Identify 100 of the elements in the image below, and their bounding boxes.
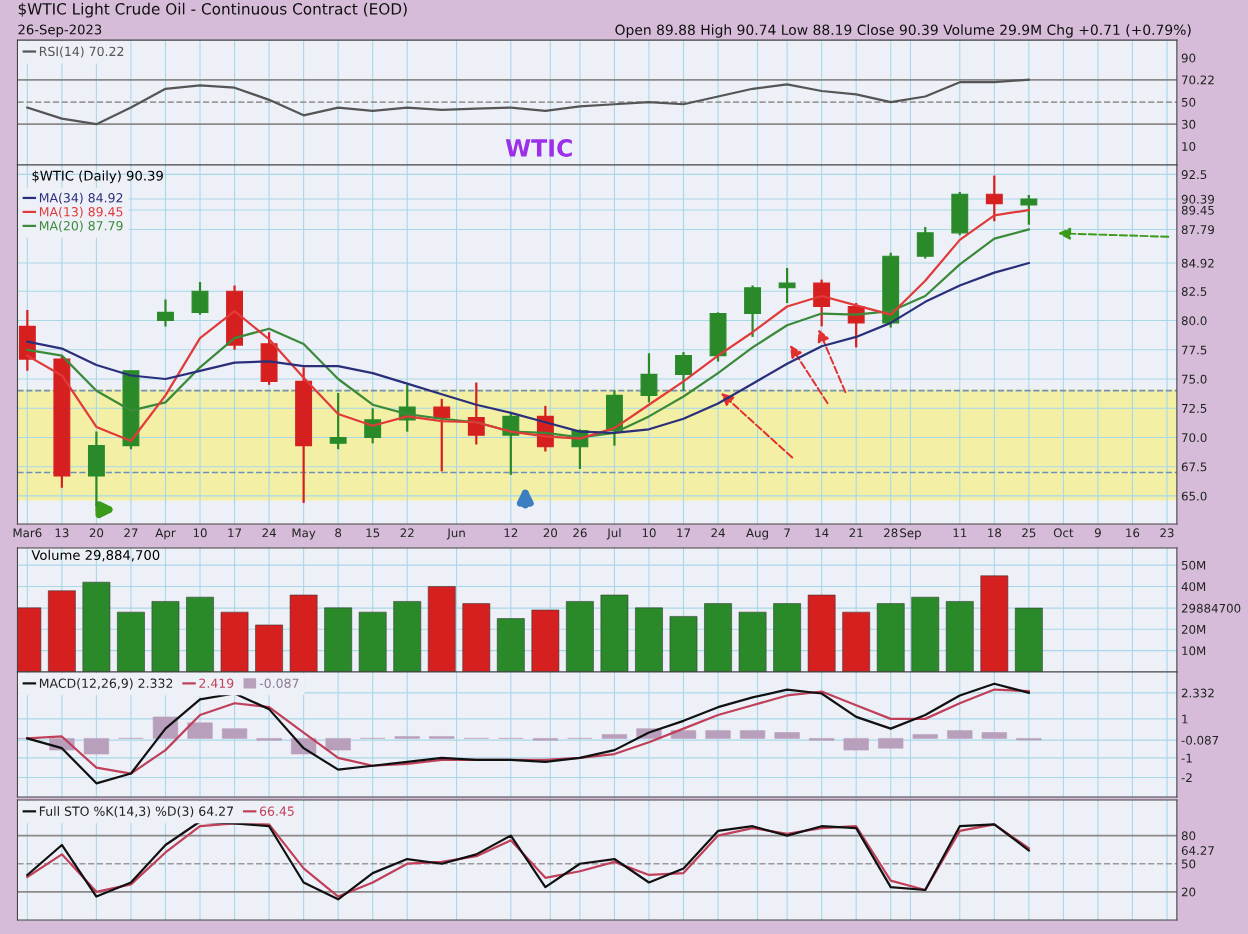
x-tick-label: 7 (784, 528, 790, 538)
y-tick-label: 50 (1181, 97, 1196, 107)
x-tick-label: Jul (606, 528, 621, 540)
bar (186, 596, 214, 673)
x-tick-label: 27 (124, 528, 138, 538)
chart-subtitle: 26-Sep-2023 (18, 24, 102, 38)
bar (774, 732, 800, 739)
line-series (26, 688, 1030, 775)
bar (393, 601, 422, 673)
candlestick (675, 351, 692, 392)
x-tick-label: 24 (711, 528, 725, 538)
y-tick-label: 20M (1181, 624, 1206, 634)
y-tick-label: 70.22 (1182, 75, 1214, 85)
chart-title: Volume 29,884,700 (31, 549, 160, 562)
bar (670, 730, 697, 739)
y-tick-label: 72.5 (1182, 403, 1207, 413)
y-tick-label: 20 (1181, 887, 1196, 897)
y-tick-label: 84.92 (1181, 258, 1214, 268)
legend-label: 2.419 (199, 678, 234, 688)
x-tick-label: 10 (642, 528, 656, 538)
x-tick-label: 18 (988, 528, 1002, 538)
candlestick (640, 352, 658, 404)
bar (947, 730, 973, 739)
y-tick-label: 1 (1182, 714, 1188, 724)
bar (669, 616, 698, 673)
x-tick-label: Oct (1053, 528, 1074, 538)
x-tick-label: 12 (504, 528, 518, 538)
chart-title: $WTIC Light Crude Oil - Continuous Contract (EOD) (18, 2, 407, 18)
bar (83, 738, 110, 755)
bar (600, 594, 629, 673)
y-tick-label: -0.087 (1181, 735, 1219, 745)
bar (187, 722, 213, 739)
x-tick-label: May (292, 528, 316, 540)
x-tick-label: 14 (815, 528, 829, 538)
y-tick-label: 92.5 (1181, 170, 1207, 180)
x-tick-label: 16 (1126, 528, 1140, 538)
bar (531, 609, 560, 673)
x-tick-label: Sep (900, 528, 921, 540)
bar (496, 618, 525, 673)
bar (151, 601, 180, 673)
bar (427, 586, 456, 673)
y-tick-label: 67.5 (1181, 462, 1207, 472)
bar (911, 596, 940, 673)
candlestick (916, 225, 934, 260)
y-tick-label: 65.0 (1181, 491, 1207, 501)
y-tick-label: 10M (1182, 646, 1206, 656)
y-tick-label: 70.0 (1182, 433, 1207, 443)
x-tick-label: 17 (677, 528, 691, 538)
x-tick-label: 13 (55, 528, 69, 538)
x-tick-label: 20 (543, 528, 558, 538)
bar (221, 728, 248, 739)
y-tick-label: 64.27 (1181, 846, 1214, 855)
x-tick-label: 20 (89, 528, 104, 538)
bar (635, 607, 663, 673)
bar (48, 590, 76, 673)
x-tick-label: Jun (446, 528, 465, 540)
x-tick-label: 28 (884, 528, 898, 538)
x-tick-label: 24 (262, 528, 276, 538)
y-tick-label: 30 (1181, 119, 1196, 129)
x-tick-label: 17 (228, 528, 242, 538)
bar (738, 611, 767, 673)
bar (289, 594, 318, 673)
candlestick (778, 266, 796, 305)
candlestick (329, 391, 347, 451)
y-tick-label: 77.5 (1182, 345, 1207, 355)
bar (807, 594, 836, 673)
y-tick-label: 80.0 (1181, 316, 1207, 326)
x-tick-label: Apr (155, 528, 176, 540)
y-tick-label: 90.39 (1181, 194, 1214, 204)
bar (82, 581, 111, 673)
x-tick-label: 23 (1160, 528, 1174, 538)
bar (980, 575, 1009, 673)
bar (912, 734, 938, 739)
y-tick-label: 80 (1181, 831, 1196, 841)
bar (705, 730, 731, 739)
y-tick-label: -1 (1181, 753, 1192, 763)
y-tick-label: -2 (1181, 773, 1192, 782)
y-tick-label: 2.332 (1181, 688, 1214, 698)
candlestick (467, 381, 485, 446)
bar (220, 611, 249, 673)
bar (981, 732, 1007, 739)
x-tick-label: 22 (400, 528, 414, 538)
bar (945, 601, 974, 673)
legend-label: -0.087 (259, 678, 299, 688)
bar (1015, 607, 1043, 673)
chart-title: $WTIC (Daily) 90.39 (32, 170, 163, 184)
bar (876, 603, 905, 673)
bar (601, 734, 628, 739)
legend-label: MACD(12,26,9) 2.332 (39, 678, 173, 690)
x-tick-label: 8 (335, 528, 342, 538)
y-tick-label: 87.79 (1181, 225, 1214, 235)
y-tick-label: 89.45 (1181, 205, 1214, 215)
bar (462, 603, 491, 673)
candlestick (433, 397, 451, 473)
text: Open 89.88 High 90.74 Low 88.19 Close 90.39 Volume 29.9M Chg +0.71 (+0.79%) (615, 24, 1191, 38)
y-tick-label: 50 (1181, 859, 1196, 869)
y-tick-label: 40M (1181, 582, 1206, 592)
bar (566, 601, 594, 673)
bar (358, 611, 387, 673)
annotation: WTIC (505, 139, 572, 157)
